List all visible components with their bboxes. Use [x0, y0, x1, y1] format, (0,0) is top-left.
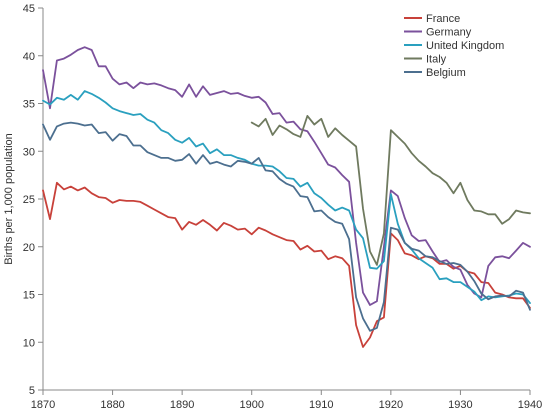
- legend-label-belgium: Belgium: [426, 67, 466, 79]
- x-tick-label: 1900: [239, 399, 263, 411]
- legend-label-germany: Germany: [426, 27, 472, 39]
- series-line-united-kingdom: [42, 90, 531, 304]
- series-line-belgium: [42, 121, 531, 332]
- x-tick-label: 1930: [448, 399, 472, 411]
- y-tick-label: 10: [23, 337, 35, 349]
- y-tick-label: 20: [23, 242, 35, 254]
- x-tick-label: 1880: [100, 399, 124, 411]
- x-tick-label: 1890: [170, 399, 194, 411]
- y-tick-label: 5: [29, 385, 35, 397]
- y-tick-label: 40: [23, 51, 35, 63]
- series-line-italy: [250, 115, 531, 266]
- y-tick-label: 25: [23, 194, 35, 206]
- y-tick-label: 45: [23, 3, 35, 15]
- legend-label-united-kingdom: United Kingdom: [426, 40, 504, 52]
- x-tick-label: 1920: [379, 399, 403, 411]
- legend-label-france: France: [426, 13, 460, 25]
- y-tick-label: 35: [23, 99, 35, 111]
- y-axis-title: Births per 1,000 population: [3, 133, 15, 264]
- x-tick-label: 1940: [518, 399, 542, 411]
- series-line-france: [42, 181, 531, 348]
- x-tick-label: 1870: [31, 399, 55, 411]
- y-tick-label: 30: [23, 146, 35, 158]
- x-tick-label: 1910: [309, 399, 333, 411]
- legend-label-italy: Italy: [426, 54, 447, 66]
- series-layer: [42, 46, 531, 348]
- series-line-germany: [42, 46, 531, 306]
- axes: 5 10 15 20 25 30 35 40 45 1870 1880 1890 1900 1910 192…: [23, 3, 542, 411]
- y-tick-label: 15: [23, 290, 35, 302]
